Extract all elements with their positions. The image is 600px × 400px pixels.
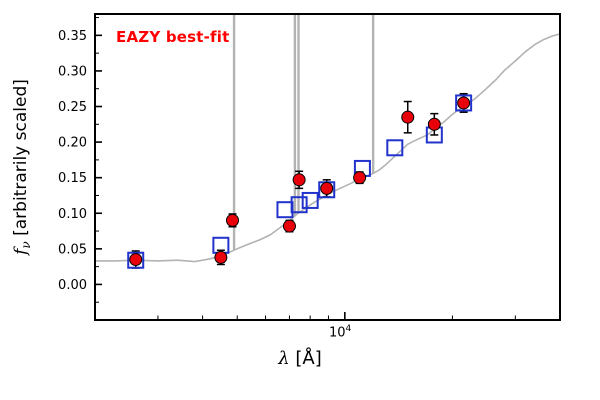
axis-ticks: 0.00 0.05 0.10 0.15 0.20 0.25 0.30 0.35: [58, 17, 516, 320]
observed-point: [214, 250, 228, 264]
y-tick-label: 0.15: [58, 171, 87, 186]
observed-point: [129, 253, 143, 267]
model-point: [276, 201, 294, 219]
model-point: [301, 191, 319, 209]
y-tick-label: 0.25: [58, 100, 87, 115]
observed-point: [320, 181, 334, 195]
observed-point: [427, 117, 441, 131]
spectrum-line: [95, 33, 560, 263]
best-fit-annotation: EAZY best-fit: [116, 28, 230, 46]
model-point: [290, 196, 308, 214]
emission-line-spikes: [232, 14, 375, 251]
y-axis-label: fν [arbitrarily scaled]: [10, 79, 34, 255]
y-tick-label: 0.05: [58, 242, 87, 257]
observed-point: [292, 173, 306, 187]
x-axis-label: λ [Å]: [278, 348, 322, 369]
y-tick-label: 0.35: [58, 29, 87, 44]
y-tick-label: 0.20: [58, 136, 87, 151]
observed-point: [401, 110, 415, 124]
model-point: [386, 139, 404, 157]
model-point: [127, 251, 145, 269]
annotation-text: EAZY best-fit: [116, 28, 230, 46]
y-tick-label: 0.00: [58, 278, 87, 293]
y-tick-label: 0.10: [58, 207, 87, 222]
plot-frame: [94, 13, 561, 321]
observed-point: [282, 219, 296, 233]
observed-point: [225, 213, 239, 227]
x-major-tick-label: 104: [329, 324, 352, 341]
model-point: [455, 94, 473, 112]
observed-points: [129, 96, 471, 267]
observed-point: [457, 96, 471, 110]
y-tick-label: 0.30: [58, 64, 87, 79]
observed-point: [353, 171, 367, 185]
